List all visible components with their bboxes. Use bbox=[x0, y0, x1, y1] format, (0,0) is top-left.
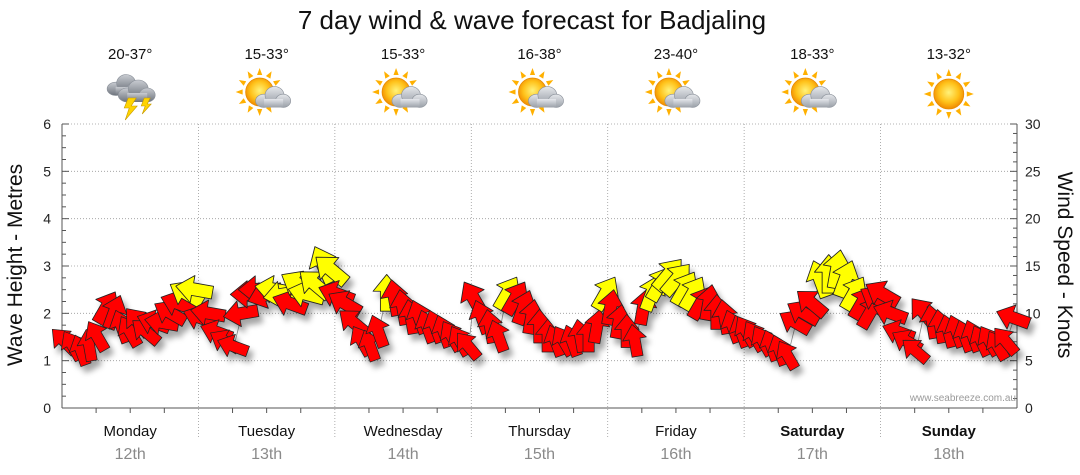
day-temperature: 20-37° bbox=[108, 46, 152, 63]
y2-tick-label: 0 bbox=[1025, 400, 1033, 416]
day-temperature: 18-33° bbox=[790, 46, 834, 63]
day-date: 16th bbox=[660, 446, 691, 463]
wind-arrow bbox=[222, 300, 260, 328]
day-label: Thursday bbox=[508, 423, 571, 440]
day-date: 18th bbox=[933, 446, 964, 463]
day-label: Friday bbox=[655, 423, 697, 440]
day-temperature: 15-33° bbox=[381, 46, 425, 63]
day-header: 20-37° 15-33° 15-33° 16-38° 23-40° 18-33° 13-3… bbox=[106, 46, 974, 121]
y-tick-label: 6 bbox=[43, 116, 51, 132]
y-tick-label: 3 bbox=[43, 258, 51, 274]
wind-arrow bbox=[779, 309, 813, 337]
wind-arrow bbox=[85, 321, 111, 354]
y-tick-label: 0 bbox=[43, 400, 51, 416]
wind-arrow bbox=[776, 340, 800, 372]
wind-arrow bbox=[175, 275, 214, 304]
day-date: 15th bbox=[524, 446, 555, 463]
y-tick-label: 2 bbox=[43, 305, 51, 321]
wind-arrow bbox=[272, 289, 310, 316]
wind-arrow bbox=[797, 290, 830, 320]
lightning-bolt bbox=[123, 97, 138, 121]
day-footer: Monday 12th Tuesday 13th Wednesday 14th Thursd… bbox=[62, 407, 1017, 463]
y-tick-label: 4 bbox=[43, 211, 51, 227]
sun-icon bbox=[923, 69, 974, 119]
watermark: www.seabreeze.com.au bbox=[909, 393, 1016, 404]
lightning-bolt bbox=[140, 97, 152, 115]
wind-arrow bbox=[485, 319, 510, 354]
day-temperature: 16-38° bbox=[517, 46, 561, 63]
y-tick-label: 5 bbox=[43, 163, 51, 179]
left-axis: 0 1 2 3 4 5 6 bbox=[43, 116, 69, 416]
day-label: Tuesday bbox=[238, 423, 295, 440]
wind-arrow bbox=[902, 339, 931, 365]
cloud-shape bbox=[528, 86, 564, 108]
day-date: 13th bbox=[251, 446, 282, 463]
y2-tick-label: 20 bbox=[1025, 211, 1041, 227]
sun-cloud-icon bbox=[372, 68, 428, 116]
day-temperature: 13-32° bbox=[927, 46, 971, 63]
wind-arrow bbox=[873, 299, 909, 325]
wind-arrow bbox=[315, 256, 351, 288]
wind-arrow bbox=[457, 332, 483, 362]
chart-title: 7 day wind & wave forecast for Badjaling bbox=[298, 5, 766, 35]
day-date: 17th bbox=[797, 446, 828, 463]
y2-tick-label: 15 bbox=[1025, 258, 1041, 274]
day-temperature: 15-33° bbox=[244, 46, 288, 63]
cloud-shape bbox=[255, 86, 291, 108]
y-tick-label: 1 bbox=[43, 353, 51, 369]
day-label: Sunday bbox=[922, 423, 977, 440]
wind-arrow bbox=[190, 299, 227, 327]
day-date: 12th bbox=[115, 446, 146, 463]
y2-axis-title: Wind Speed - Knots bbox=[1053, 172, 1076, 359]
sun-cloud-icon bbox=[644, 68, 701, 116]
cloud-shape bbox=[391, 86, 428, 108]
wind-arrows bbox=[51, 246, 1032, 372]
day-label: Monday bbox=[104, 423, 158, 440]
wind-arrow bbox=[996, 304, 1032, 330]
y2-tick-label: 25 bbox=[1025, 163, 1041, 179]
wind-arrow bbox=[622, 324, 647, 358]
sun-cloud-icon bbox=[781, 68, 837, 116]
day-date: 14th bbox=[388, 446, 419, 463]
y2-tick-label: 5 bbox=[1025, 353, 1033, 369]
y2-tick-label: 30 bbox=[1025, 116, 1041, 132]
y-axis-title: Wave Height - Metres bbox=[4, 164, 27, 366]
grid bbox=[61, 123, 1018, 438]
wind-arrow bbox=[365, 314, 390, 349]
storm-cloud-icon bbox=[106, 74, 156, 121]
day-label: Wednesday bbox=[364, 423, 443, 440]
wind-arrow bbox=[217, 334, 250, 358]
day-temperature: 23-40° bbox=[654, 46, 698, 63]
sun-cloud-icon bbox=[508, 68, 564, 116]
cloud-shape bbox=[664, 86, 701, 108]
sun-cloud-icon bbox=[235, 68, 291, 116]
wind-arrow bbox=[994, 327, 1021, 358]
day-label: Saturday bbox=[780, 423, 845, 440]
sun-rays bbox=[923, 69, 974, 119]
cloud-shape bbox=[117, 79, 156, 103]
cloud-shape bbox=[800, 86, 837, 108]
